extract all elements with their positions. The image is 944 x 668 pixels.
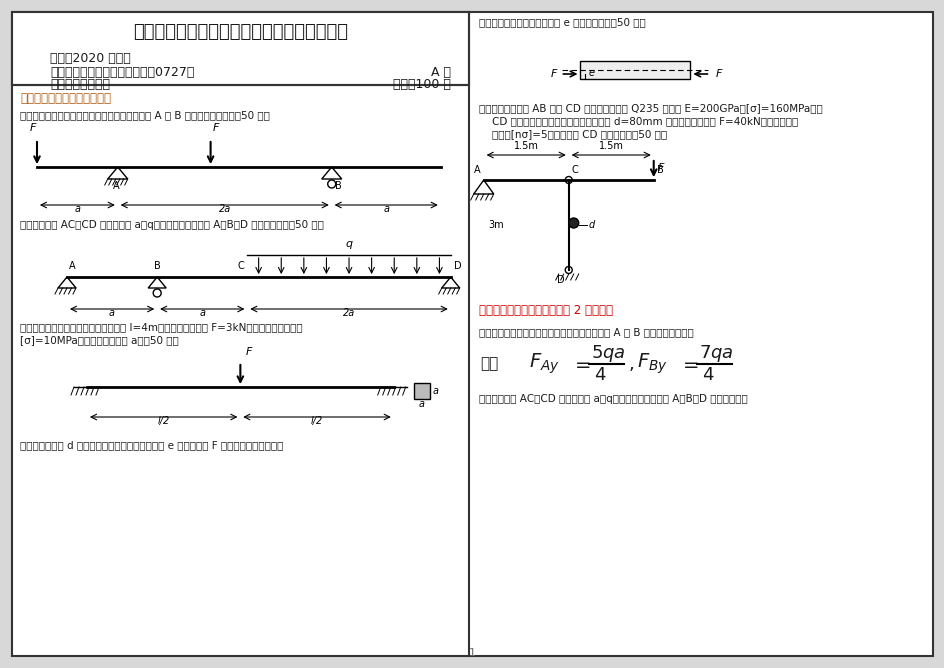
Text: 解：: 解： xyxy=(480,357,498,371)
Text: A: A xyxy=(474,165,480,175)
Text: e: e xyxy=(588,68,594,78)
Text: 二、组合梁由 AC、CD 组成。已知 a、q，不计梁自重。试求 A、B、D 处的约束力。（50 分）: 二、组合梁由 AC、CD 组成。已知 a、q，不计梁自重。试求 A、B、D 处的… xyxy=(20,220,324,230)
Text: $,$: $,$ xyxy=(627,355,633,373)
Text: a: a xyxy=(432,386,438,396)
Circle shape xyxy=(568,218,578,228)
Text: a: a xyxy=(199,308,205,318)
Text: F: F xyxy=(212,123,219,133)
Bar xyxy=(580,61,690,79)
Text: $4$: $4$ xyxy=(701,366,715,384)
Text: a: a xyxy=(418,399,424,409)
Text: 2a: 2a xyxy=(343,308,355,318)
Text: 学期：2020 年春季: 学期：2020 年春季 xyxy=(50,51,130,65)
Text: $5qa$: $5qa$ xyxy=(590,343,625,365)
Text: 五题全部回答，下表自行选择 2 题即可。: 五题全部回答，下表自行选择 2 题即可。 xyxy=(479,303,612,317)
Text: 一、已知外伸梁的荷载和尺寸如图，试确定支座 A 和 B 的支座约束反力。（50 分）: 一、已知外伸梁的荷载和尺寸如图，试确定支座 A 和 B 的支座约束反力。（50 … xyxy=(20,110,270,120)
Bar xyxy=(12,12,468,85)
Bar xyxy=(413,383,430,399)
Text: 二、组合梁由 AC、CD 组成。已知 a、q，不计梁自重。试求 A、B、D 处的约束力。: 二、组合梁由 AC、CD 组成。已知 a、q，不计梁自重。试求 A、B、D 处的… xyxy=(479,394,747,404)
Text: D: D xyxy=(557,275,565,285)
Text: 面上不存在拉应力时，偏心距 e 的取值范围。（50 分）: 面上不存在拉应力时，偏心距 e 的取值范围。（50 分） xyxy=(479,17,645,27)
Text: a: a xyxy=(383,204,389,214)
Text: 满分：100 分: 满分：100 分 xyxy=(393,79,450,92)
Text: 1.5m: 1.5m xyxy=(514,141,538,151)
Text: 三、如图所示，正方形截面简支梁，长 l=4m，中点作用集中力 F=3kN。若材料的许用应力: 三、如图所示，正方形截面简支梁，长 l=4m，中点作用集中力 F=3kN。若材料… xyxy=(20,322,302,332)
Text: C: C xyxy=(237,261,244,271)
Text: d: d xyxy=(588,220,595,230)
Text: 全因数[nσ]=5，试校核杆 CD 的稳定性。（50 分）: 全因数[nσ]=5，试校核杆 CD 的稳定性。（50 分） xyxy=(479,129,666,139)
Text: $=$: $=$ xyxy=(678,355,699,373)
Text: $4$: $4$ xyxy=(594,366,606,384)
Text: a: a xyxy=(109,308,115,318)
Text: $F_{Ay}$: $F_{Ay}$ xyxy=(528,352,559,376)
Text: CD 为细长杆，两端为铰支，截面为直径 d=80mm 的圆形。已知载荷 F=40kN，规定稳定安: CD 为细长杆，两端为铰支，截面为直径 d=80mm 的圆形。已知载荷 F=40… xyxy=(479,116,797,126)
Text: 一、已知外伸梁的荷载和尺寸如图，试确定支座 A 和 B 的支座约束反力。: 一、已知外伸梁的荷载和尺寸如图，试确定支座 A 和 B 的支座约束反力。 xyxy=(479,327,693,337)
Text: 西南大学培训与继续教育学院课程考试试题卷: 西南大学培训与继续教育学院课程考试试题卷 xyxy=(133,23,347,41)
Text: $F_{By}$: $F_{By}$ xyxy=(636,352,666,376)
Text: A 卷: A 卷 xyxy=(430,67,450,79)
Text: B: B xyxy=(656,165,663,175)
Text: 五、图示结构由梁 AB 和杆 CD 组成，材料均为 Q235 钢，其 E=200GPa，[σ]=160MPa；杆: 五、图示结构由梁 AB 和杆 CD 组成，材料均为 Q235 钢，其 E=200… xyxy=(479,103,821,113)
Text: F: F xyxy=(657,163,664,173)
Text: 四、图示直径为 d 的圆截面杆，受到一对偏心距为 e 的偏心压力 F 的作用，试求当杆横截: 四、图示直径为 d 的圆截面杆，受到一对偏心距为 e 的偏心压力 F 的作用，试… xyxy=(20,440,283,450)
Text: F: F xyxy=(550,69,557,79)
Text: C: C xyxy=(571,165,578,175)
Text: $7qa$: $7qa$ xyxy=(698,343,733,365)
Text: 说明：学生可以任选两题作答: 说明：学生可以任选两题作答 xyxy=(20,92,110,106)
Text: 1: 1 xyxy=(468,648,476,658)
Text: l/2: l/2 xyxy=(311,416,323,426)
Text: $=$: $=$ xyxy=(570,355,590,373)
Text: D: D xyxy=(453,261,461,271)
Text: A: A xyxy=(112,181,119,191)
Text: B: B xyxy=(334,181,341,191)
Text: q: q xyxy=(346,239,352,249)
Text: 3m: 3m xyxy=(488,220,504,230)
Text: F: F xyxy=(245,347,251,357)
Text: A: A xyxy=(69,261,76,271)
Text: B: B xyxy=(154,261,160,271)
Text: a: a xyxy=(75,204,80,214)
Text: l/2: l/2 xyxy=(158,416,170,426)
Text: F: F xyxy=(715,69,721,79)
Text: 考试类别：大作业: 考试类别：大作业 xyxy=(50,79,110,92)
Text: 2a: 2a xyxy=(218,204,230,214)
Text: 课程名称【编号】：建筑力学【0727】: 课程名称【编号】：建筑力学【0727】 xyxy=(50,67,194,79)
Text: 1.5m: 1.5m xyxy=(598,141,623,151)
Text: [σ]=10MPa，试确定截面尺寸 a。（50 分）: [σ]=10MPa，试确定截面尺寸 a。（50 分） xyxy=(20,335,178,345)
Text: F: F xyxy=(30,123,36,133)
